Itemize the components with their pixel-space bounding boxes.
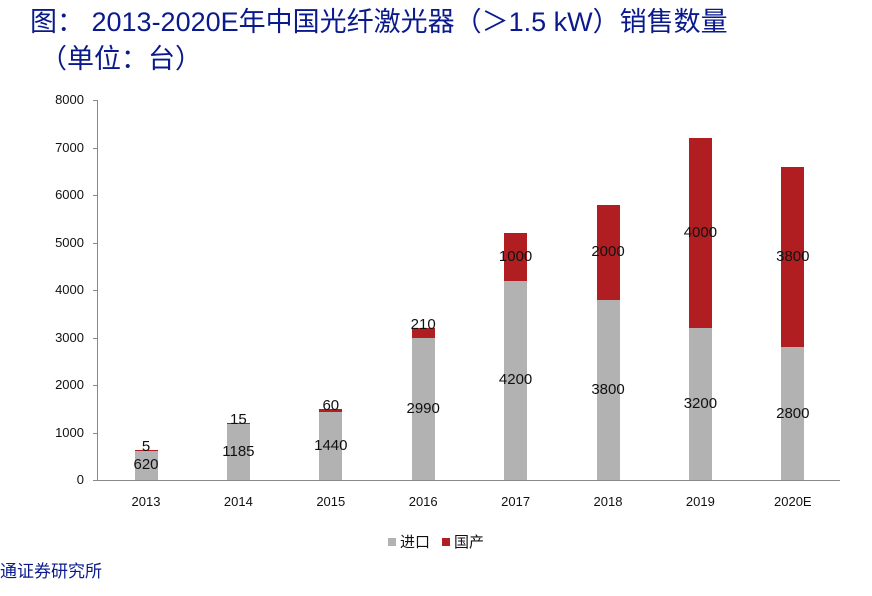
bar-2018: [596, 204, 620, 480]
bar-2017: [504, 233, 528, 480]
data-label-domestic: 2000: [591, 243, 625, 260]
bar-2014: [226, 423, 250, 480]
data-label-domestic: 1000: [498, 247, 533, 265]
bar-segment-domestic: [319, 408, 343, 412]
x-axis: [97, 480, 840, 481]
bar-segment-domestic: [411, 328, 435, 338]
data-label-domestic: 15: [230, 411, 247, 428]
chart-title: 图： 2013-2020E年中国光纤激光器（＞1.5 kW）销售数量 （单位：台…: [30, 4, 728, 78]
y-tick-mark: [93, 147, 97, 149]
y-tick-label: 7000: [55, 139, 84, 155]
bar-segment-import: [688, 328, 712, 480]
y-tick-mark: [93, 195, 97, 196]
bar-2019: [688, 138, 712, 480]
y-tick-mark: [93, 290, 97, 291]
data-label-import: 3200: [683, 395, 718, 412]
y-tick-label: 1000: [55, 424, 84, 440]
legend-item-domestic: 国产: [442, 531, 484, 552]
bar-segment-import: [781, 347, 805, 480]
bar-2016: [411, 328, 435, 480]
chart-title-line1: 图： 2013-2020E年中国光纤激光器（＞1.5 kW）销售数量: [30, 7, 728, 37]
legend-label-import: 进口: [400, 533, 431, 551]
y-tick-label: 0: [76, 472, 84, 487]
bar-segment-domestic: [504, 233, 528, 281]
data-label-import: 620: [133, 456, 159, 474]
bar-segment-import: [411, 337, 435, 480]
chart-legend: 进口 国产: [388, 531, 492, 552]
legend-item-import: 进口: [388, 531, 430, 552]
bar-segment-domestic: [688, 138, 712, 328]
data-label-import: 1440: [314, 436, 348, 454]
data-label-domestic: 4000: [683, 224, 718, 241]
data-label-import: 4200: [498, 371, 533, 389]
y-tick-label: 6000: [55, 187, 84, 202]
y-tick-mark: [93, 337, 97, 339]
data-label-domestic: 3800: [776, 247, 810, 265]
data-label-domestic: 60: [322, 396, 340, 414]
x-tick-label: 2017: [501, 494, 531, 509]
y-tick-mark: [93, 480, 97, 481]
bar-segment-import: [596, 299, 620, 480]
bar-2015: [319, 408, 343, 480]
y-tick-label: 4000: [55, 282, 84, 297]
x-tick-label: 2016: [408, 494, 438, 509]
bar-segment-import: [319, 411, 343, 480]
data-label-import: 2990: [406, 399, 440, 417]
x-tick-label: 2019: [685, 494, 715, 509]
y-tick-label: 3000: [55, 329, 84, 345]
bar-segment-import: [134, 450, 158, 480]
chart-title-line2: （单位：台）: [40, 44, 202, 74]
legend-label-domestic: 国产: [454, 533, 485, 551]
bar-segment-domestic: [226, 423, 250, 424]
bar-segment-domestic: [781, 166, 805, 347]
bar-segment-import: [504, 280, 528, 480]
bar-2013: [134, 450, 158, 480]
y-tick-mark: [93, 100, 97, 101]
x-tick-label: 2015: [316, 494, 346, 509]
y-tick-mark: [93, 385, 97, 386]
x-tick-label: 2014: [223, 494, 253, 509]
source-note: 通证券研究所: [0, 562, 102, 582]
bar-2020E: [781, 166, 805, 480]
data-label-import: 1185: [222, 442, 255, 460]
y-tick-label: 2000: [55, 377, 84, 392]
data-label-import: 3800: [591, 380, 625, 398]
x-tick-label: 2013: [131, 494, 161, 509]
y-tick-mark: [93, 432, 97, 434]
y-tick-label: 8000: [55, 92, 84, 107]
x-tick-label: 2018: [593, 494, 623, 509]
data-label-import: 2800: [776, 404, 810, 422]
bar-segment-domestic: [596, 204, 620, 300]
legend-swatch-import: [388, 537, 396, 546]
data-label-domestic: 5: [141, 438, 151, 456]
y-tick-mark: [93, 242, 97, 244]
x-tick-label: 2020E: [774, 494, 812, 509]
legend-swatch-domestic: [442, 537, 451, 546]
data-label-domestic: 210: [410, 316, 436, 333]
bar-segment-import: [226, 423, 250, 480]
y-axis: [97, 100, 98, 480]
y-tick-label: 5000: [55, 234, 84, 250]
